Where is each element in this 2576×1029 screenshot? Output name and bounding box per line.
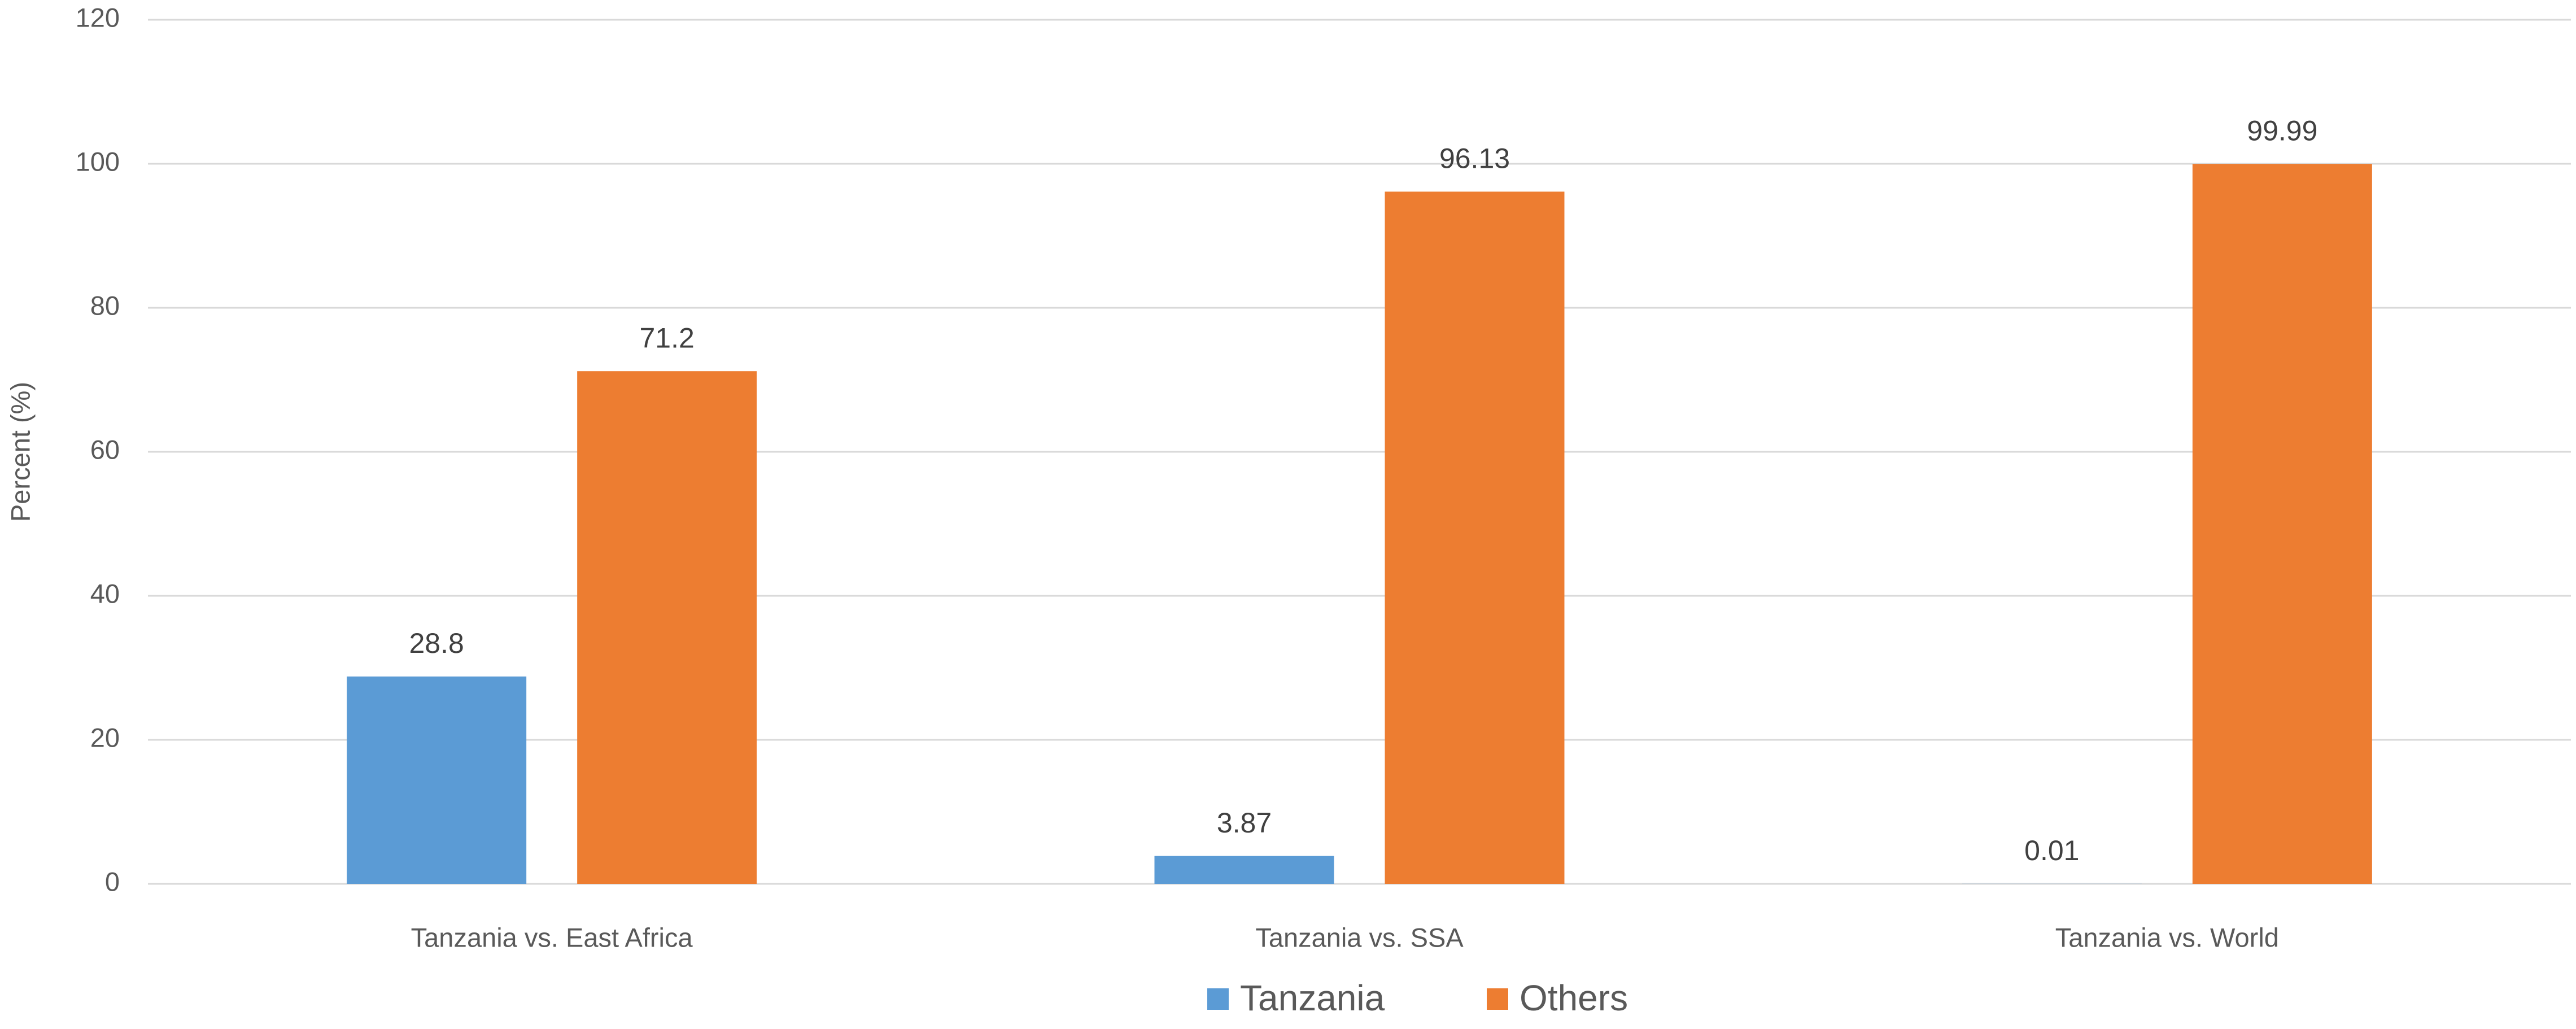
value-label: 28.8 <box>409 627 464 659</box>
x-tick-label: Tanzania vs. SSA <box>1255 922 1464 952</box>
x-tick-label: Tanzania vs. World <box>2055 922 2279 952</box>
legend-swatch <box>1487 988 1508 1010</box>
y-tick-label: 0 <box>105 866 120 896</box>
value-label: 99.99 <box>2247 115 2317 146</box>
bar <box>347 676 527 884</box>
y-axis-title: Percent (%) <box>5 382 35 522</box>
legend-label: Others <box>1520 978 1628 1018</box>
y-tick-label: 60 <box>90 434 120 464</box>
legend-swatch <box>1207 988 1229 1010</box>
bar <box>2192 164 2372 884</box>
y-tick-label: 100 <box>76 146 120 176</box>
y-tick-label: 40 <box>90 578 120 608</box>
value-label: 3.87 <box>1217 807 1272 839</box>
y-tick-label: 120 <box>76 2 120 32</box>
bar <box>1385 191 1565 884</box>
y-tick-label: 80 <box>90 290 120 320</box>
value-label: 71.2 <box>640 322 695 354</box>
value-label: 0.01 <box>2024 835 2079 866</box>
y-tick-label: 20 <box>90 722 120 752</box>
legend-label: Tanzania <box>1240 978 1385 1018</box>
bar <box>577 371 757 884</box>
bar <box>1154 856 1334 884</box>
x-tick-label: Tanzania vs. East Africa <box>411 922 693 952</box>
value-label: 96.13 <box>1439 143 1510 175</box>
